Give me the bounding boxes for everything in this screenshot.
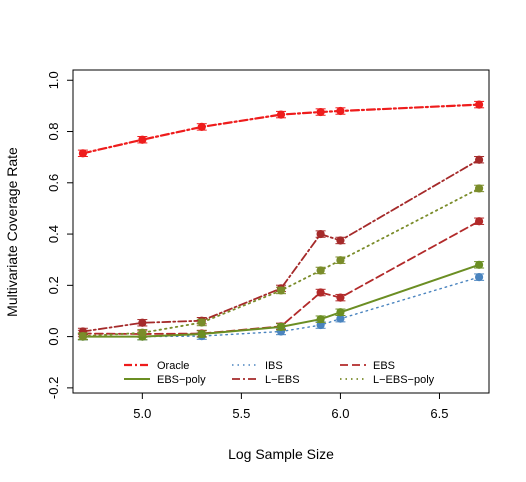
legend-label: IBS <box>265 360 283 372</box>
y-tick-label: 0.0 <box>46 328 61 346</box>
series-3-point <box>474 260 484 269</box>
series-4-point <box>336 236 345 245</box>
x-axis-title: Log Sample Size <box>228 446 334 462</box>
series-layer <box>77 100 485 341</box>
legend-label: Oracle <box>157 360 189 372</box>
series-2-point <box>474 217 484 226</box>
y-axis-title: Multivariate Coverage Rate <box>4 147 20 317</box>
legend: Oracle IBS EBS EBS−poly L−EBS L−EBS−poly <box>124 360 435 386</box>
series-5-point <box>78 331 88 341</box>
series-4-point <box>474 155 484 164</box>
y-tick-label: 0.4 <box>46 225 61 243</box>
y-tick-label: 0.6 <box>46 174 61 192</box>
series-4-line <box>82 158 481 333</box>
y-tick-label: -0.2 <box>46 377 61 399</box>
axes: 5.0 5.5 6.0 6.5 -0.2 0.0 0.2 0.4 0.6 0.8 1.0 <box>46 71 449 421</box>
series-0-point <box>197 122 206 132</box>
y-tick-label: 0.8 <box>46 122 61 140</box>
series-0-point <box>336 106 345 116</box>
series-5-point <box>276 286 286 295</box>
series-5-point <box>138 328 147 337</box>
series-4-point <box>316 229 325 239</box>
legend-label: L−EBS−poly <box>373 374 435 386</box>
series-2-point <box>336 293 345 302</box>
series-5-point <box>336 256 345 265</box>
y-tick-label: 0.2 <box>46 276 61 294</box>
series-3-point <box>336 308 345 317</box>
series-5-point <box>474 184 484 193</box>
legend-label: EBS−poly <box>157 374 206 386</box>
x-tick-label: 6.5 <box>430 406 448 421</box>
series-3-point <box>197 329 206 339</box>
series-0-point <box>276 110 286 119</box>
legend-label: L−EBS <box>265 374 300 386</box>
series-3-point <box>316 315 325 324</box>
x-tick-label: 6.0 <box>331 406 349 421</box>
series-4-point <box>138 318 147 327</box>
series-2-point <box>316 288 325 297</box>
x-tick-label: 5.0 <box>133 406 151 421</box>
series-2-line <box>82 220 481 335</box>
legend-label: EBS <box>373 360 395 372</box>
series-0-point <box>474 100 484 109</box>
series-3-point <box>276 322 286 331</box>
series-5-line <box>82 187 481 338</box>
series-0-point <box>316 107 325 117</box>
y-tick-label: 1.0 <box>46 71 61 89</box>
x-tick-label: 5.5 <box>232 406 250 421</box>
series-5-point <box>316 266 325 275</box>
series-1-point <box>474 273 484 282</box>
series-5-point <box>197 318 206 327</box>
series-0-point <box>138 135 147 144</box>
series-0-point <box>78 149 88 158</box>
